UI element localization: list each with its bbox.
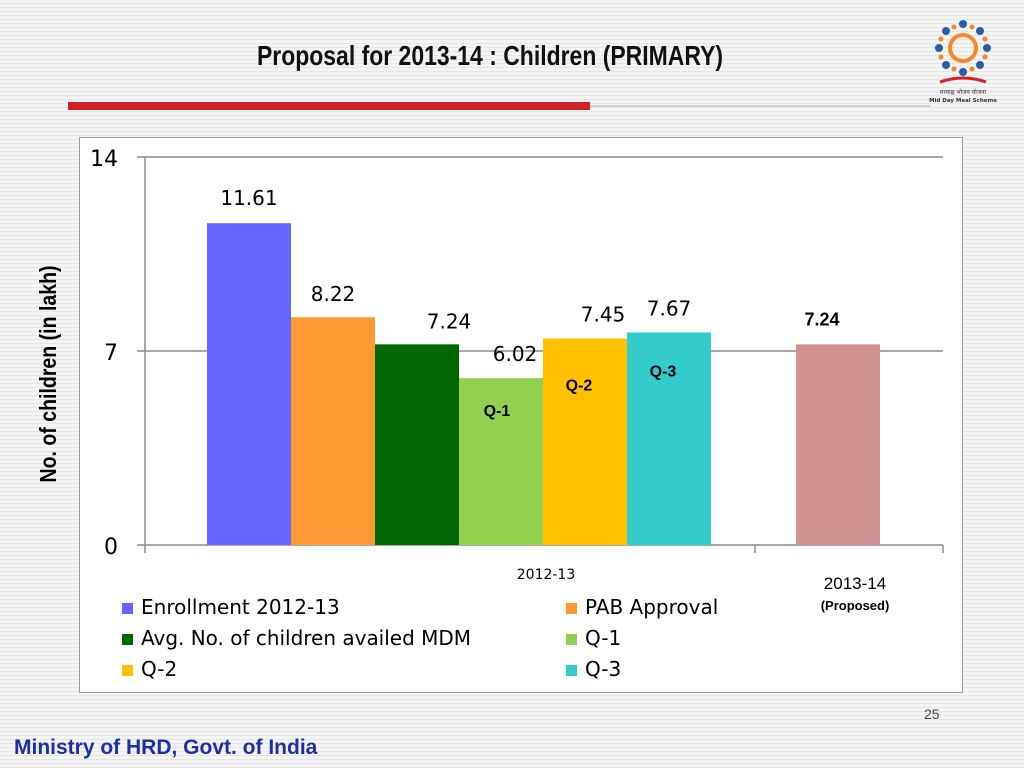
legend-swatch: [566, 634, 577, 645]
page-number: 25: [924, 706, 940, 722]
y-tick-label: 0: [104, 535, 118, 560]
bar-inner-label: Q-1: [484, 403, 511, 420]
data-label: 7.24: [804, 309, 839, 329]
legend-label: PAB Approval: [585, 595, 718, 619]
x-category-sublabel: (Proposed): [821, 598, 890, 613]
data-label: 7.45: [581, 303, 626, 327]
bar-inner-label: Q-2: [566, 378, 593, 395]
legend-label: Avg. No. of children availed MDM: [141, 626, 471, 650]
slide-title: Proposal for 2013-14 : Children (PRIMARY…: [256, 40, 724, 71]
mid-day-meal-logo: मध्याह्न भोजन योजना Mid Day Meal Scheme: [929, 20, 997, 104]
y-axis-label: No. of children (in lakh): [36, 265, 62, 482]
data-label: 11.61: [220, 186, 277, 210]
bar-enrollment-2012-13: [207, 223, 291, 546]
data-label: 6.02: [493, 342, 538, 366]
title-underline-grey: [590, 105, 930, 107]
data-labels: 11.61 8.22 7.24 6.02 Q-1 7.45 Q-2 7.67 Q-3 7.24: [220, 186, 839, 420]
bar-q-1: [459, 378, 543, 545]
legend-swatch: [122, 634, 133, 645]
bar-q-3: [627, 332, 711, 545]
y-tick-label: 14: [90, 147, 118, 172]
x-category-label: 2012-13: [517, 567, 576, 583]
legend-swatch: [122, 665, 133, 676]
logo-text-english: Mid Day Meal Scheme: [929, 98, 997, 104]
legend-swatch: [566, 665, 577, 676]
legend-label: Enrollment 2012-13: [141, 595, 340, 619]
legend-label: Q-3: [585, 657, 621, 681]
bar-proposed-2013-14: [796, 344, 880, 545]
data-label: 7.67: [647, 296, 692, 320]
bar-q-2: [543, 338, 627, 545]
title-underline-red: [68, 102, 590, 110]
axes: 0 7 14 2012-13 2013-14 (Proposed): [90, 147, 944, 613]
footer-ministry: Ministry of HRD, Govt. of India: [14, 736, 318, 759]
y-tick-label: 7: [104, 341, 118, 366]
legend-swatch: [122, 603, 133, 614]
bar-pab-approval: [291, 317, 375, 545]
bars: [207, 223, 880, 546]
legend-swatch: [566, 603, 577, 614]
legend: Enrollment 2012-13 PAB Approval Avg. No. o…: [122, 595, 718, 681]
legend-label: Q-2: [141, 657, 177, 681]
x-category-label: 2013-14: [824, 574, 886, 593]
legend-label: Q-1: [585, 626, 621, 650]
bar-inner-label: Q-3: [650, 363, 677, 380]
logo-text-hindi: मध्याह्न भोजन योजना: [940, 88, 987, 96]
data-label: 8.22: [311, 282, 356, 306]
data-label: 7.24: [427, 309, 472, 333]
bar-avg-no-of-children-availed-mdm: [375, 344, 459, 545]
